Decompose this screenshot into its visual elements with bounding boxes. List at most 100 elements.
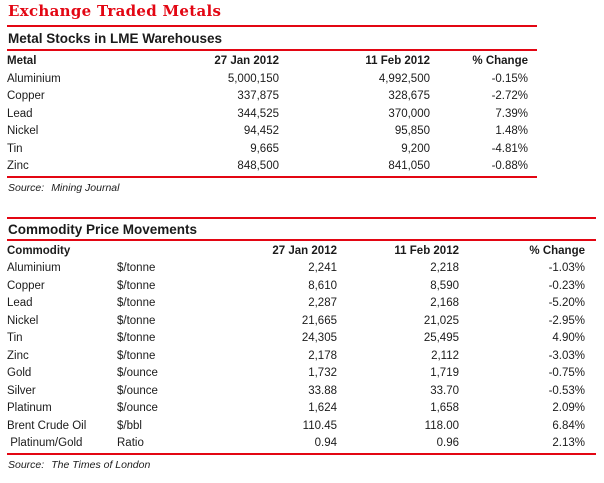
table-row: Tin $/tonne 24,305 25,495 4.90% (7, 330, 596, 348)
table-cell: Aluminium (7, 262, 61, 274)
table-cell: $/tonne (117, 349, 156, 362)
commodity-prices-table-title: Commodity Price Movements (7, 219, 596, 241)
table-cell: 4.90% (552, 332, 585, 344)
table-cell: 5,000,150 (227, 72, 279, 85)
table-row: Zinc 848,500 841,050 -0.88% (7, 158, 537, 176)
table-row: Lead $/tonne 2,287 2,168 -5.20% (7, 295, 596, 313)
table-cell: $/tonne (117, 262, 156, 274)
table-cell: $/tonne (117, 332, 156, 344)
column-header-11-feb-2012: 11 Feb 2012 (365, 55, 430, 67)
table-cell: 7.39% (495, 107, 528, 120)
table-cell: -4.81% (491, 142, 528, 155)
table-row: Brent Crude Oil $/bbl 110.45 118.00 6.84% (7, 418, 596, 436)
table-cell: -2.95% (548, 314, 585, 327)
table-cell: -5.20% (548, 297, 585, 309)
table-cell: 33.70 (430, 384, 459, 397)
column-header-pct-change: % Change (529, 244, 585, 257)
table-cell: Ratio (117, 437, 144, 449)
table-cell: 8,590 (430, 279, 459, 292)
table-cell: $/tonne (117, 279, 156, 292)
table-cell: 848,500 (237, 160, 279, 172)
table-cell: Gold (7, 367, 32, 379)
table-cell: 337,875 (237, 90, 279, 102)
metal-stocks-header-row: Metal 27 Jan 2012 11 Feb 2012 % Change (7, 53, 537, 71)
table-cell: 841,050 (388, 160, 430, 172)
table-cell: 4,992,500 (378, 72, 430, 85)
table-cell: Silver (7, 384, 36, 397)
source-label: Source: (8, 181, 45, 194)
table-cell: 2,178 (308, 349, 337, 362)
column-header-27-jan-2012: 27 Jan 2012 (214, 55, 279, 67)
table-cell: -0.75% (548, 367, 585, 379)
table-cell: 0.96 (436, 437, 459, 449)
table-cell: Nickel (7, 314, 39, 327)
table-cell: -0.23% (548, 279, 585, 292)
commodity-prices-rows: Aluminium $/tonne 2,241 2,218 -1.03% Copper $/… (7, 260, 596, 455)
table-cell: Tin (7, 142, 23, 155)
table-cell: 370,000 (388, 107, 430, 120)
table-cell: 2,287 (308, 297, 337, 309)
table-cell: 344,525 (237, 107, 279, 120)
table-cell: 2.13% (552, 437, 585, 449)
table-cell: 1,624 (308, 402, 337, 414)
table-cell: -3.03% (548, 349, 585, 362)
column-header-unit (117, 243, 217, 261)
table-cell: -0.15% (491, 72, 528, 85)
table-cell: -0.53% (548, 384, 585, 397)
table-cell: 24,305 (301, 332, 337, 344)
table-row: Tin 9,665 9,200 -4.81% (7, 141, 537, 159)
commodity-prices-source-note: Source: The Times of London (7, 455, 596, 472)
commodity-prices-table: Commodity Price Movements Commodity 27 J… (7, 216, 596, 472)
table-cell: Platinum/Gold (7, 437, 83, 449)
table-cell: $/tonne (117, 297, 156, 309)
table-cell: Platinum (7, 402, 52, 414)
table-cell: Nickel (7, 125, 39, 137)
table-cell: Zinc (7, 349, 29, 362)
table-cell: 33.88 (308, 384, 337, 397)
metal-stocks-source-note: Source: Mining Journal (7, 178, 537, 195)
table-cell: $/bbl (117, 419, 142, 432)
table-cell: 2,168 (430, 297, 459, 309)
table-row: Platinum/Gold Ratio 0.94 0.96 2.13% (7, 435, 596, 453)
source-label: Source: (8, 458, 45, 471)
table-cell: -2.72% (491, 90, 528, 102)
metal-stocks-table-title: Metal Stocks in LME Warehouses (7, 27, 537, 51)
metal-stocks-table: Metal Stocks in LME Warehouses Metal 27 … (7, 25, 537, 195)
table-cell: 8,610 (308, 279, 337, 292)
table-cell: Copper (7, 279, 45, 292)
column-header-11-feb-2012: 11 Feb 2012 (394, 244, 459, 257)
table-cell: 25,495 (423, 332, 459, 344)
table-cell: 1,719 (430, 367, 459, 379)
table-cell: 21,665 (301, 314, 337, 327)
table-cell: 21,025 (423, 314, 459, 327)
document-page: Exchange Traded Metals Metal Stocks in L… (7, 2, 596, 472)
table-row: Aluminium 5,000,150 4,992,500 -0.15% (7, 71, 537, 89)
table-row: Nickel 94,452 95,850 1.48% (7, 123, 537, 141)
table-row: Copper 337,875 328,675 -2.72% (7, 88, 537, 106)
table-cell: 110.45 (302, 419, 337, 432)
column-header-commodity: Commodity (7, 244, 71, 257)
table-cell: Tin (7, 332, 23, 344)
commodity-prices-header-row: Commodity 27 Jan 2012 11 Feb 2012 % Chan… (7, 243, 596, 261)
column-header-metal: Metal (7, 55, 37, 67)
table-cell: 9,200 (401, 142, 430, 155)
table-cell: 6.84% (552, 419, 585, 432)
page-title: Exchange Traded Metals (8, 2, 222, 20)
table-cell: Lead (7, 107, 33, 120)
table-row: Copper $/tonne 8,610 8,590 -0.23% (7, 278, 596, 296)
column-header-27-jan-2012: 27 Jan 2012 (272, 244, 337, 257)
table-row: Aluminium $/tonne 2,241 2,218 -1.03% (7, 260, 596, 278)
column-header-pct-change: % Change (472, 55, 528, 67)
table-cell: $/ounce (117, 384, 158, 397)
table-cell: $/tonne (117, 314, 156, 327)
table-cell: 2,112 (431, 349, 459, 362)
table-cell: 2,218 (430, 262, 459, 274)
table-cell: 94,452 (243, 125, 279, 137)
table-cell: 1,732 (308, 367, 337, 379)
table-row: Gold $/ounce 1,732 1,719 -0.75% (7, 365, 596, 383)
table-cell: 328,675 (388, 90, 430, 102)
table-cell: 1.48% (495, 125, 528, 137)
table-cell: -0.88% (491, 160, 528, 172)
table-row: Silver $/ounce 33.88 33.70 -0.53% (7, 383, 596, 401)
table-cell: 9,665 (250, 142, 279, 155)
